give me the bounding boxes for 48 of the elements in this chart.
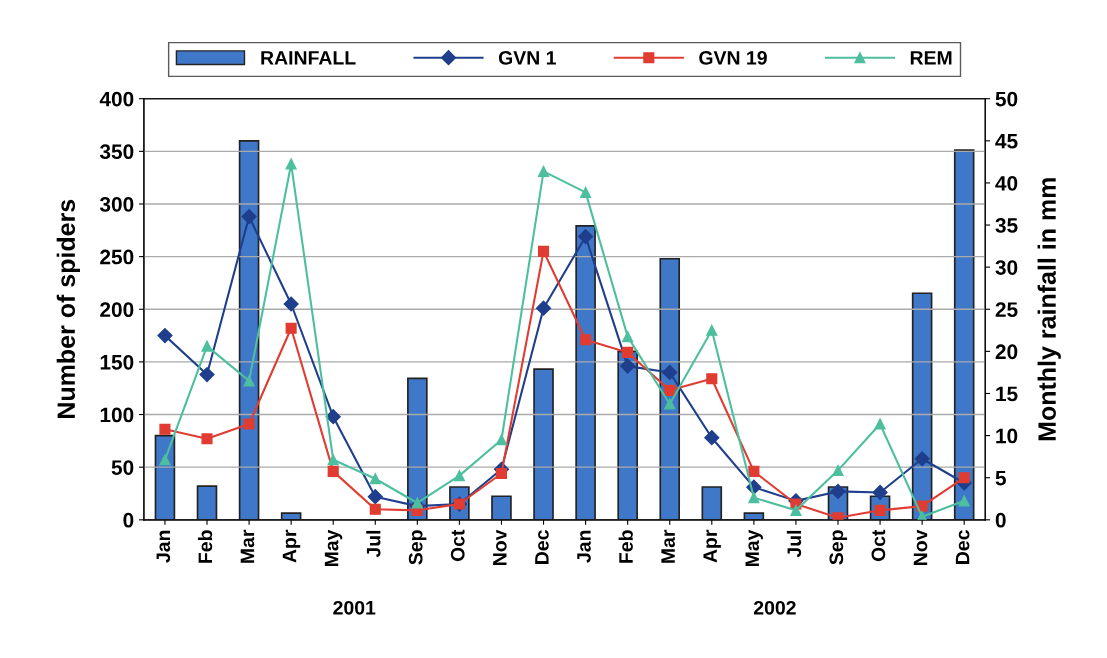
y2-tick-label: 15 bbox=[996, 386, 1018, 402]
y2-tick-label: 0 bbox=[995, 512, 1006, 528]
y-tick-label: 250 bbox=[100, 249, 134, 265]
x-tick-label: Apr bbox=[703, 529, 721, 563]
y2-tick-label: 50 bbox=[995, 91, 1018, 107]
y2-tick-label: 20 bbox=[995, 344, 1018, 360]
legend-label: RAINFALL bbox=[261, 51, 356, 65]
x-tick-label: Sep bbox=[829, 530, 848, 565]
x-tick-label: May bbox=[745, 529, 763, 567]
x-tick-label: Jul bbox=[786, 530, 802, 558]
x-tick-label: Apr bbox=[282, 529, 301, 563]
legend-label: REM bbox=[910, 51, 952, 65]
x-tick-label: Mar bbox=[240, 529, 255, 563]
x-tick-label: Jul bbox=[366, 530, 381, 558]
y2-tick-label: 35 bbox=[995, 218, 1018, 233]
x-tick-label: Sep bbox=[408, 530, 427, 565]
y2-tick-label: 10 bbox=[996, 428, 1018, 444]
y2-tick-label: 45 bbox=[995, 134, 1018, 149]
y-tick-label: 150 bbox=[100, 354, 134, 370]
y2-tick-label: 5 bbox=[995, 470, 1006, 486]
y-tick-label: 0 bbox=[123, 512, 134, 528]
text: 2001 bbox=[333, 600, 376, 615]
x-tick-label: May bbox=[324, 529, 343, 567]
y-tick-label: 50 bbox=[111, 460, 134, 475]
x-tick-label: Nov bbox=[493, 529, 507, 565]
legend-label: GVN 1 bbox=[498, 50, 556, 65]
y2-tick-label: 30 bbox=[995, 260, 1018, 275]
y-tick-label: 350 bbox=[99, 144, 134, 160]
x-tick-label: Dec bbox=[955, 530, 970, 564]
y-tick-label: 200 bbox=[100, 302, 134, 318]
x-tick-label: Mar bbox=[661, 529, 675, 563]
x-tick-label: Feb bbox=[618, 530, 633, 563]
x-tick-label: Oct bbox=[871, 529, 886, 562]
y-axis-title: Number of spiders bbox=[56, 199, 80, 419]
y-tick-label: 400 bbox=[99, 91, 134, 107]
legend-label: GVN 19 bbox=[699, 50, 767, 65]
y-tick-label: 100 bbox=[100, 407, 134, 423]
x-tick-label: Jan bbox=[156, 530, 171, 563]
x-tick-label: Jan bbox=[577, 530, 591, 563]
y2-tick-label: 25 bbox=[995, 302, 1018, 318]
y-tick-label: 300 bbox=[99, 196, 134, 212]
y2-axis-title: Monthly rainfall in mm bbox=[1037, 178, 1061, 441]
y2-tick-label: 40 bbox=[995, 175, 1018, 191]
x-tick-label: Oct bbox=[450, 529, 465, 562]
x-tick-label: Feb bbox=[197, 530, 213, 563]
x-tick-label: Dec bbox=[535, 530, 549, 564]
text: 2002 bbox=[753, 600, 796, 615]
x-tick-label: Nov bbox=[913, 529, 928, 565]
